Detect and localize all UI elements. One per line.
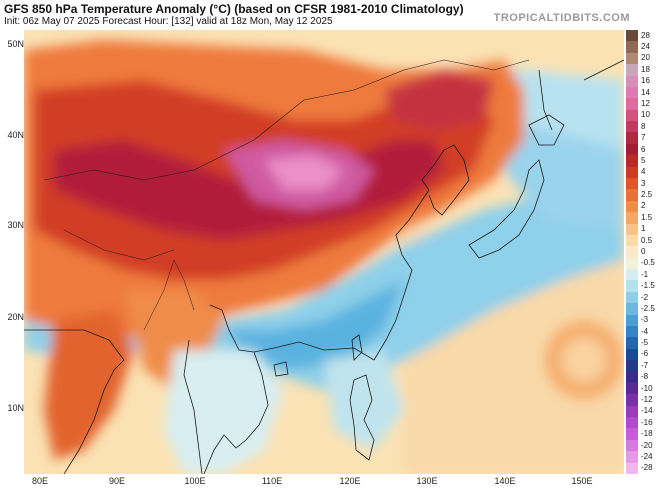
- colorbar-label: 16: [641, 76, 650, 86]
- map-title: GFS 850 hPa Temperature Anomaly (°C) (ba…: [4, 2, 464, 16]
- colorbar-swatch: [626, 394, 638, 407]
- colorbar-label: 14: [641, 87, 650, 97]
- colorbar-label: -10: [641, 383, 653, 393]
- colorbar-label: -1.5: [641, 281, 655, 291]
- colorbar-label: -20: [641, 440, 653, 450]
- colorbar-label: 7: [641, 133, 646, 143]
- colorbar-label: 6: [641, 144, 646, 154]
- colorbar-label: -18: [641, 429, 653, 439]
- colorbar-label: 2: [641, 201, 646, 211]
- colorbar-swatch: [626, 326, 638, 338]
- colorbar-swatch: [626, 143, 638, 156]
- colorbar-label: 1: [641, 224, 646, 234]
- colorbar-swatch: [626, 371, 638, 384]
- colorbar-label: -3: [641, 315, 649, 325]
- lat-label-20n: 20N: [7, 312, 24, 322]
- lon-label-120e: 120E: [339, 476, 361, 486]
- colorbar-swatch: [626, 303, 638, 316]
- colorbar-label: -28: [641, 463, 653, 473]
- colorbar-label: 0.5: [641, 235, 653, 245]
- colorbar-swatch: [626, 257, 638, 270]
- anomaly-map: [24, 30, 624, 474]
- colorbar-label: 0: [641, 247, 646, 256]
- colorbar-swatch: [626, 212, 638, 225]
- lat-label-30n: 30N: [7, 220, 24, 230]
- colorbar-label: -1: [641, 269, 649, 279]
- lon-label-150e: 150E: [571, 476, 593, 486]
- colorbar-label: 2.5: [641, 190, 653, 200]
- lat-label-50n: 50N: [7, 39, 24, 49]
- colorbar-swatch: [626, 166, 638, 179]
- colorbar-label: 24: [641, 42, 650, 52]
- colorbar-swatch: [626, 200, 638, 213]
- colorbar-swatch: [626, 178, 638, 190]
- colorbar-label: 12: [641, 99, 650, 108]
- colorbar-swatch: [626, 132, 638, 145]
- colorbar-label: -8: [641, 372, 649, 382]
- colorbar-swatch: [626, 417, 638, 429]
- colorbar-swatch: [626, 223, 638, 236]
- lon-label-80e: 80E: [31, 476, 48, 486]
- colorbar-label: -12: [641, 395, 653, 404]
- colorbar-label: -2: [641, 292, 649, 302]
- colorbar-label: -4: [641, 326, 649, 336]
- colorbar-swatch: [626, 405, 638, 418]
- colorbar-swatch: [626, 246, 638, 259]
- colorbar-swatch: [626, 189, 638, 202]
- colorbar-label: 18: [641, 64, 650, 74]
- colorbar: [626, 30, 638, 475]
- colorbar-swatch: [626, 121, 638, 133]
- colorbar-swatch: [626, 382, 638, 395]
- colorbar-swatch: [626, 86, 638, 99]
- colorbar-label: -2.5: [641, 303, 655, 313]
- colorbar-swatch: [626, 291, 638, 304]
- lon-label-100e: 100E: [184, 476, 206, 486]
- colorbar-swatch: [626, 439, 638, 452]
- colorbar-swatch: [626, 41, 638, 54]
- colorbar-label: 20: [641, 53, 650, 63]
- lon-label-90e: 90E: [108, 476, 125, 486]
- lon-label-140e: 140E: [494, 476, 516, 486]
- colorbar-swatch: [626, 269, 638, 281]
- colorbar-label: 28: [641, 30, 650, 40]
- colorbar-label: -6: [641, 349, 649, 359]
- colorbar-label: 3: [641, 178, 646, 188]
- colorbar-swatch: [626, 109, 638, 122]
- colorbar-label: -24: [641, 451, 653, 461]
- colorbar-label: 8: [641, 121, 646, 131]
- colorbar-label: -0.5: [641, 258, 655, 268]
- colorbar-label: -5: [641, 338, 649, 348]
- colorbar-label: 1.5: [641, 212, 653, 222]
- colorbar-swatch: [626, 155, 638, 168]
- colorbar-swatch: [626, 30, 638, 42]
- lat-label-10n: 10N: [7, 403, 24, 413]
- lon-label-110e: 110E: [261, 476, 283, 486]
- colorbar-swatch: [626, 75, 638, 88]
- colorbar-swatch: [626, 337, 638, 350]
- colorbar-label: -14: [641, 406, 653, 416]
- colorbar-swatch: [626, 428, 638, 441]
- colorbar-swatch: [626, 280, 638, 293]
- colorbar-swatch: [626, 462, 638, 475]
- colorbar-swatch: [626, 234, 638, 247]
- run-info: Init: 06z May 07 2025 Forecast Hour: [13…: [4, 16, 333, 27]
- colorbar-label: -7: [641, 360, 649, 370]
- lat-label-40n: 40N: [7, 130, 24, 140]
- colorbar-swatch: [626, 64, 638, 77]
- colorbar-swatch: [626, 360, 638, 373]
- colorbar-swatch: [626, 314, 638, 327]
- colorbar-swatch: [626, 348, 638, 361]
- anomaly-field: [24, 30, 624, 474]
- colorbar-swatch: [626, 52, 638, 65]
- colorbar-swatch: [626, 451, 638, 464]
- colorbar-swatch: [626, 98, 638, 111]
- lon-label-130e: 130E: [416, 476, 438, 486]
- colorbar-label: 5: [641, 155, 646, 165]
- brand-logo-text[interactable]: TROPICALTIDBITS.COM: [493, 12, 630, 24]
- colorbar-label: 10: [641, 110, 650, 120]
- colorbar-label: -16: [641, 417, 653, 427]
- colorbar-label: 4: [641, 167, 646, 177]
